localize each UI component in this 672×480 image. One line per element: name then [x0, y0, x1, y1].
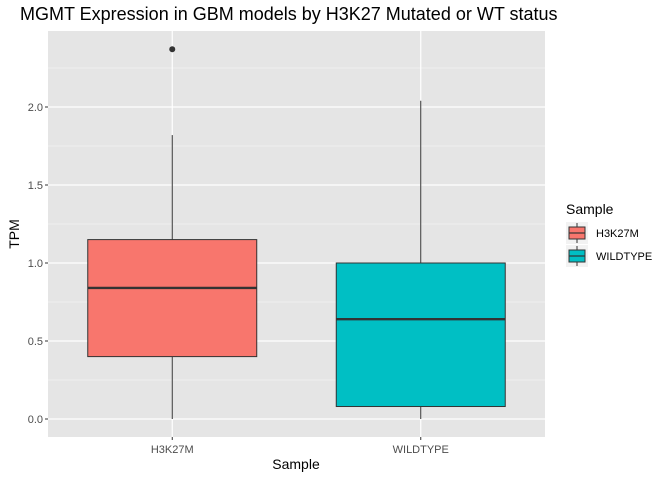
x-tick-label: H3K27M — [151, 444, 194, 456]
legend-label: WILDTYPE — [596, 251, 652, 263]
chart-title: MGMT Expression in GBM models by H3K27 M… — [20, 4, 558, 24]
y-axis-title: TPM — [6, 219, 22, 249]
y-tick-label: 1.5 — [28, 180, 43, 192]
box-series — [87, 46, 506, 419]
box-h3k27m — [87, 46, 258, 419]
x-axis-ticks: H3K27M WILDTYPE — [151, 437, 449, 456]
y-tick-label: 0.0 — [28, 414, 43, 426]
legend-key-wildtype — [566, 245, 588, 267]
outlier-point-0 — [169, 46, 176, 53]
x-tick-label: WILDTYPE — [393, 444, 449, 456]
y-tick-label: 1.0 — [28, 258, 43, 270]
box-body — [87, 239, 258, 358]
box-wildtype — [335, 100, 506, 419]
legend-key-h3k27m — [566, 222, 588, 244]
y-axis-ticks: 0.0 0.5 1.0 1.5 2.0 — [28, 102, 48, 426]
legend: Sample H3K27M WILDTYPE — [566, 201, 652, 267]
legend-title: Sample — [566, 201, 614, 217]
y-tick-label: 0.5 — [28, 336, 43, 348]
x-axis-title: Sample — [272, 456, 320, 472]
legend-label: H3K27M — [596, 228, 639, 240]
y-tick-label: 2.0 — [28, 102, 43, 114]
box-body — [335, 262, 506, 408]
